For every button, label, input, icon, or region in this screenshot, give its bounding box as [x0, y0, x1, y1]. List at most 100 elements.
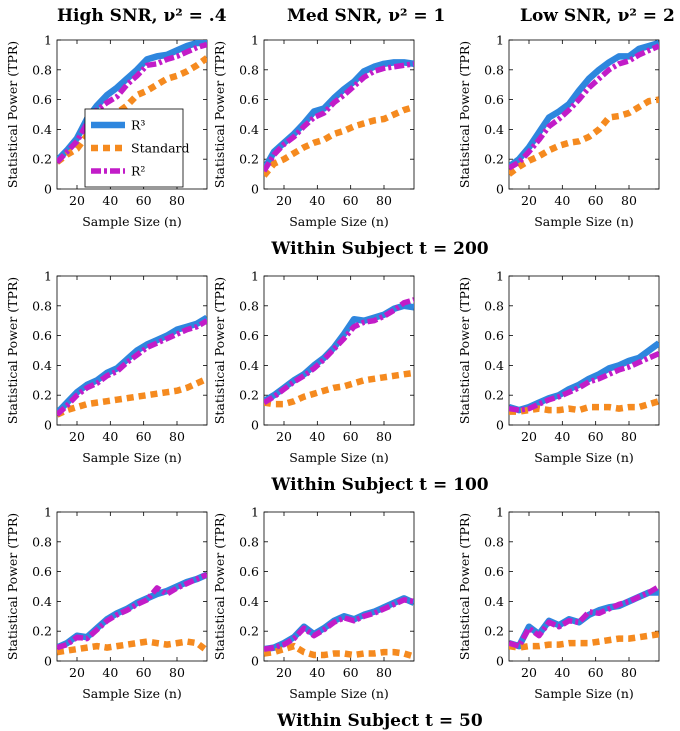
legend-label-r3: R³ [131, 118, 145, 133]
x-axis-label: Sample Size (n) [82, 450, 182, 465]
y-tick-label: 0.4 [32, 122, 52, 137]
x-tick-label: 20 [521, 665, 537, 680]
panel-r2-c2: 0 0.2 0.4 0.6 0.8 1 20 40 60 80 Sample Size (n) Sta… [457, 505, 660, 701]
series-group [57, 40, 207, 165]
legend-label-r2: R² [131, 164, 145, 179]
x-tick-label: 20 [69, 193, 85, 208]
column-title-0: High SNR, ν² = .4 [57, 6, 227, 26]
y-tick-label: 0.2 [32, 388, 52, 403]
x-tick-label: 60 [136, 429, 152, 444]
x-axis-label: Sample Size (n) [534, 214, 634, 229]
y-tick-label: 0.8 [484, 298, 504, 313]
series-group [264, 59, 414, 178]
x-tick-label: 20 [69, 429, 85, 444]
y-tick-label: 0.4 [32, 358, 52, 373]
x-tick-label: 20 [276, 429, 292, 444]
series-line-standard [509, 630, 659, 651]
y-tick-label: 1 [496, 33, 504, 48]
y-tick-label: 0 [251, 182, 259, 197]
series-group [264, 595, 414, 660]
x-tick-label: 20 [69, 665, 85, 680]
y-tick-label: 0.2 [484, 624, 504, 639]
y-tick-label: 0.4 [484, 594, 504, 609]
y-tick-label: 1 [251, 33, 259, 48]
panel-r1-c2: 0 0.2 0.4 0.6 0.8 1 20 40 60 80 Sample Size (n) Sta… [457, 269, 660, 465]
series-line-r3 [264, 59, 414, 172]
y-tick-label: 0.4 [239, 594, 259, 609]
series-line-r2 [264, 597, 414, 652]
series-line-standard [57, 375, 207, 418]
y-tick-label: 0.8 [32, 62, 52, 77]
y-tick-label: 0.8 [484, 534, 504, 549]
y-tick-label: 0.4 [239, 122, 259, 137]
y-tick-label: 1 [251, 505, 259, 520]
row-title-1: Within Subject t = 100 [270, 475, 488, 495]
y-axis-label: Statistical Power (TPR) [212, 41, 227, 188]
series-line-r2 [264, 61, 414, 173]
y-tick-label: 0 [44, 182, 52, 197]
y-tick-label: 0 [496, 182, 504, 197]
x-tick-label: 40 [554, 429, 570, 444]
x-tick-label: 80 [621, 193, 637, 208]
panels: 0 0.2 0.4 0.6 0.8 1 20 40 60 80 Sample Size (n) Sta… [5, 33, 660, 701]
x-tick-label: 20 [521, 193, 537, 208]
row-titles: Within Subject t = 200 Within Subject t =… [270, 239, 488, 731]
y-tick-label: 0.2 [239, 388, 259, 403]
series-line-r3 [57, 314, 207, 416]
y-tick-label: 1 [44, 505, 52, 520]
series-group [509, 340, 659, 415]
legend: R³ Standard R² [84, 108, 190, 188]
y-axis-label: Statistical Power (TPR) [5, 513, 20, 660]
y-tick-label: 0.6 [484, 564, 504, 579]
panel-r2-c1: 0 0.2 0.4 0.6 0.8 1 20 40 60 80 Sample Size (n) Sta… [212, 505, 415, 701]
x-tick-label: 40 [102, 193, 118, 208]
y-tick-label: 0.6 [239, 328, 259, 343]
y-axis-label: Statistical Power (TPR) [212, 277, 227, 424]
y-tick-label: 0.6 [239, 92, 259, 107]
series-line-r2 [509, 584, 659, 649]
y-axis-label: Statistical Power (TPR) [457, 41, 472, 188]
x-axis-label: Sample Size (n) [82, 686, 182, 701]
x-tick-label: 80 [169, 193, 185, 208]
x-tick-label: 20 [276, 665, 292, 680]
y-tick-label: 0.6 [239, 564, 259, 579]
series-line-r2 [57, 318, 207, 417]
y-axis-label: Statistical Power (TPR) [457, 513, 472, 660]
x-axis-label: Sample Size (n) [534, 450, 634, 465]
axes-frame [263, 511, 415, 662]
panel-r1-c1: 0 0.2 0.4 0.6 0.8 1 20 40 60 80 Sample Size (n) Sta… [212, 269, 415, 465]
x-tick-label: 80 [169, 665, 185, 680]
y-tick-label: 0.6 [32, 564, 52, 579]
y-tick-label: 0 [44, 418, 52, 433]
y-tick-label: 0.4 [484, 358, 504, 373]
x-axis-label: Sample Size (n) [82, 214, 182, 229]
x-tick-label: 20 [521, 429, 537, 444]
series-line-standard [264, 642, 414, 660]
panel-r1-c0: 0 0.2 0.4 0.6 0.8 1 20 40 60 80 Sample Size (n) Sta… [5, 269, 208, 465]
series-line-standard [57, 55, 207, 165]
axes-frame [56, 39, 208, 190]
x-tick-label: 60 [588, 193, 604, 208]
series-line-standard [264, 369, 414, 408]
x-tick-label: 80 [621, 665, 637, 680]
y-axis-label: Statistical Power (TPR) [457, 277, 472, 424]
x-axis-label: Sample Size (n) [289, 450, 389, 465]
y-tick-label: 1 [44, 269, 52, 284]
x-tick-label: 80 [376, 193, 392, 208]
y-tick-label: 0.8 [239, 298, 259, 313]
column-titles: High SNR, ν² = .4 Med SNR, ν² = 1 Low SNR,… [57, 6, 675, 26]
x-axis-label: Sample Size (n) [289, 214, 389, 229]
y-axis-label: Statistical Power (TPR) [5, 277, 20, 424]
y-axis-label: Statistical Power (TPR) [5, 41, 20, 188]
y-tick-label: 0.6 [32, 92, 52, 107]
x-tick-label: 40 [102, 429, 118, 444]
legend-label-standard: Standard [131, 141, 190, 156]
x-tick-label: 20 [276, 193, 292, 208]
series-line-standard [264, 103, 414, 178]
x-tick-label: 60 [136, 665, 152, 680]
x-tick-label: 80 [169, 429, 185, 444]
series-line-r2 [57, 572, 207, 651]
x-tick-label: 80 [376, 665, 392, 680]
y-tick-label: 0 [496, 418, 504, 433]
